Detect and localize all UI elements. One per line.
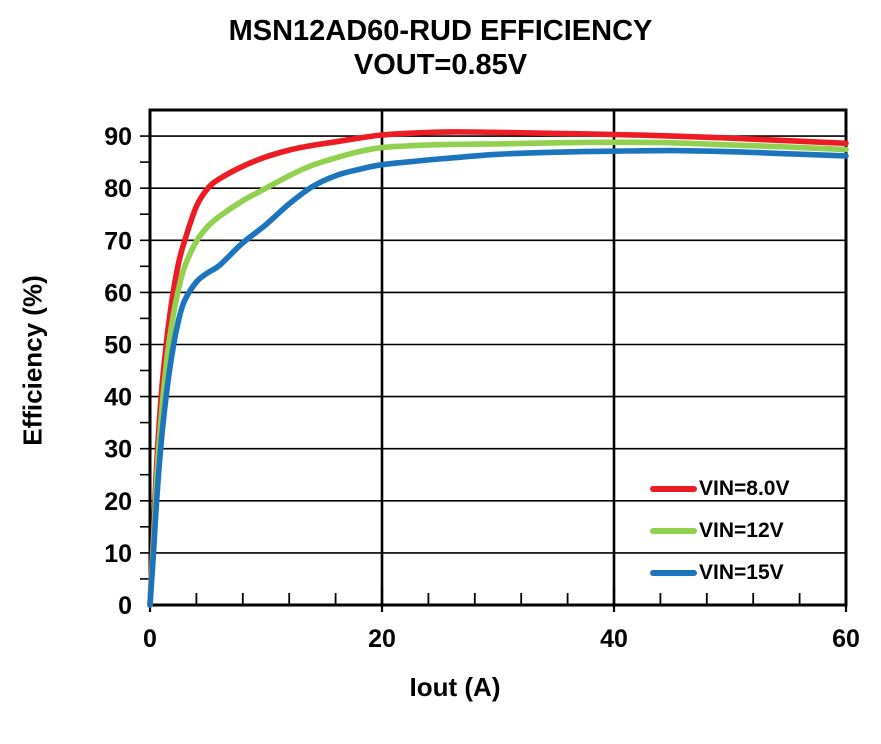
chart-title-line2: VOUT=0.85V [353,49,528,81]
curve-vin-8-0v [147,129,849,608]
x-axis-label: Iout (A) [409,672,501,702]
y-tick-label: 50 [104,332,132,360]
legend-label: VIN=8.0V [699,477,790,500]
y-tick-label: 70 [104,227,132,255]
x-tick-label: 60 [832,625,860,653]
y-tick-label: 30 [104,436,132,464]
y-tick-label: 0 [118,592,132,620]
y-tick-label: 40 [104,384,132,412]
legend-label: VIN=12V [699,519,784,542]
curve-vin-15v [147,147,849,608]
curve-vin-12v [147,139,849,608]
legend-item-vin-15v: VIN=15V [650,552,825,594]
legend-item-vin-12v: VIN=12V [650,510,825,552]
legend-label: VIN=15V [699,561,784,584]
legend-item-vin-8v: VIN=8.0V [650,468,825,510]
y-tick-label: 10 [104,540,132,568]
plot-frame [148,108,848,607]
x-tick-label: 20 [368,625,396,653]
legend: VIN=8.0V VIN=12V VIN=15V [650,468,825,594]
x-tick-label: 40 [600,625,628,653]
legend-line-icon [650,570,697,576]
legend-line-icon [650,528,697,534]
legend-line-icon [650,486,697,492]
y-tick-label: 60 [104,279,132,307]
x-tick-label: 0 [143,625,157,653]
y-axis-label: Efficiency (%) [17,275,48,446]
y-tick-label: 20 [104,488,132,516]
y-tick-label: 90 [104,123,132,151]
chart-title: MSN12AD60-RUD EFFICIENCY VOUT=0.85V [0,14,881,82]
chart-title-line1: MSN12AD60-RUD EFFICIENCY [228,15,653,47]
y-tick-label: 80 [104,175,132,203]
